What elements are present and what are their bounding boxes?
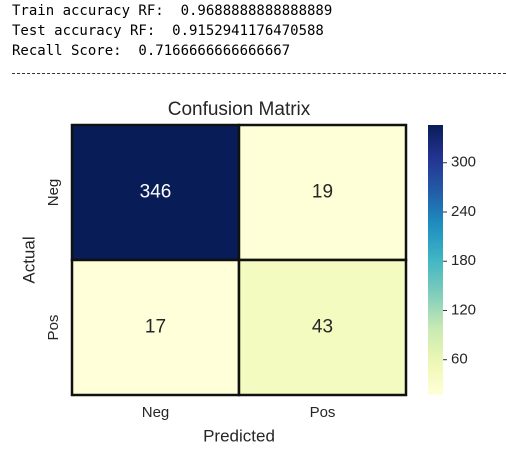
cell-label: 19 [312, 182, 333, 203]
cell-label: 346 [140, 182, 172, 203]
cell-label: 43 [312, 317, 333, 338]
x-tick-label: Pos [310, 404, 336, 421]
x-tick-label: Neg [142, 404, 170, 421]
y-axis-label: Actual [19, 236, 38, 283]
colorbar-tick-label: 60 [451, 351, 468, 368]
heatmap-cell [237, 258, 408, 397]
chart-title: Confusion Matrix [168, 99, 311, 120]
heatmap-cell [70, 258, 241, 397]
heatmap-cell [237, 123, 408, 262]
output-line: Test accuracy RF: 0.9152941176470588 [12, 23, 324, 39]
y-tick-label: Neg [45, 179, 62, 207]
output-line: Train accuracy RF: 0.9688888888888889 [12, 3, 333, 19]
colorbar-tick-label: 180 [451, 252, 476, 269]
cell-label: 17 [145, 317, 166, 338]
colorbar-tick-label: 120 [451, 301, 476, 318]
colorbar-tick-label: 240 [451, 203, 476, 220]
y-tick-label: Pos [45, 315, 62, 341]
colorbar-tick-label: 300 [451, 154, 476, 171]
x-axis-label: Predicted [203, 426, 275, 445]
separator [12, 73, 506, 74]
output-line: Recall Score: 0.7166666666666667 [12, 43, 291, 59]
colorbar [428, 125, 443, 395]
